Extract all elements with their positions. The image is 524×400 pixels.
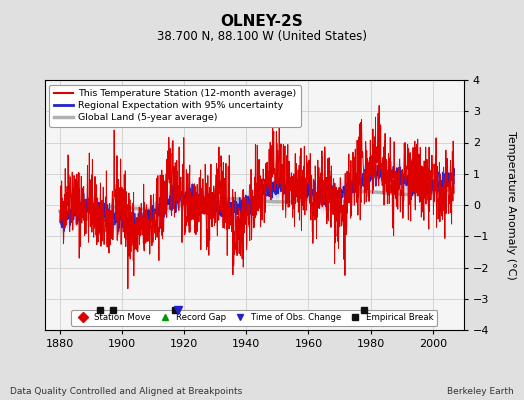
Text: OLNEY-2S: OLNEY-2S (221, 14, 303, 29)
Text: 38.700 N, 88.100 W (United States): 38.700 N, 88.100 W (United States) (157, 30, 367, 43)
Legend: Station Move, Record Gap, Time of Obs. Change, Empirical Break: Station Move, Record Gap, Time of Obs. C… (71, 310, 437, 326)
Text: Data Quality Controlled and Aligned at Breakpoints: Data Quality Controlled and Aligned at B… (10, 387, 243, 396)
Y-axis label: Temperature Anomaly (°C): Temperature Anomaly (°C) (506, 131, 516, 279)
Text: Berkeley Earth: Berkeley Earth (447, 387, 514, 396)
